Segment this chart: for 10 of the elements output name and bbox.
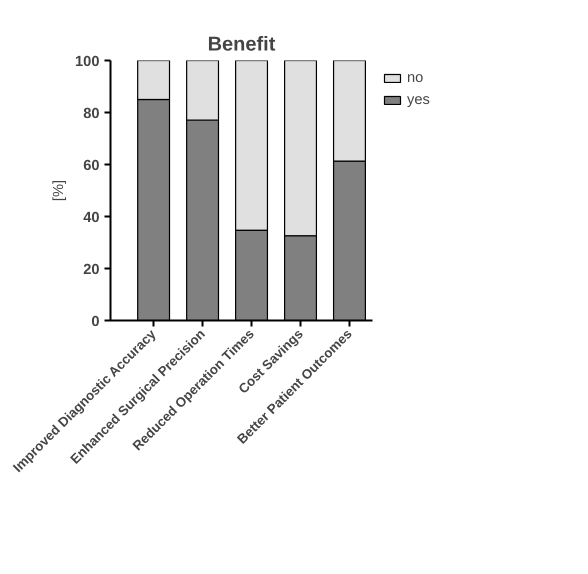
legend-label: no [407,70,424,86]
y-tick-label: 0 [91,314,100,330]
y-tick-label: 80 [83,106,100,122]
y-tick-label: 60 [83,158,100,174]
y-tick-label: 40 [83,210,100,226]
legend-label: yes [407,92,430,108]
y-tick-label: 20 [83,262,100,278]
chart-title: Benefit [208,34,276,56]
y-axis-title: [%] [51,180,68,202]
y-tick-label: 100 [75,54,100,70]
